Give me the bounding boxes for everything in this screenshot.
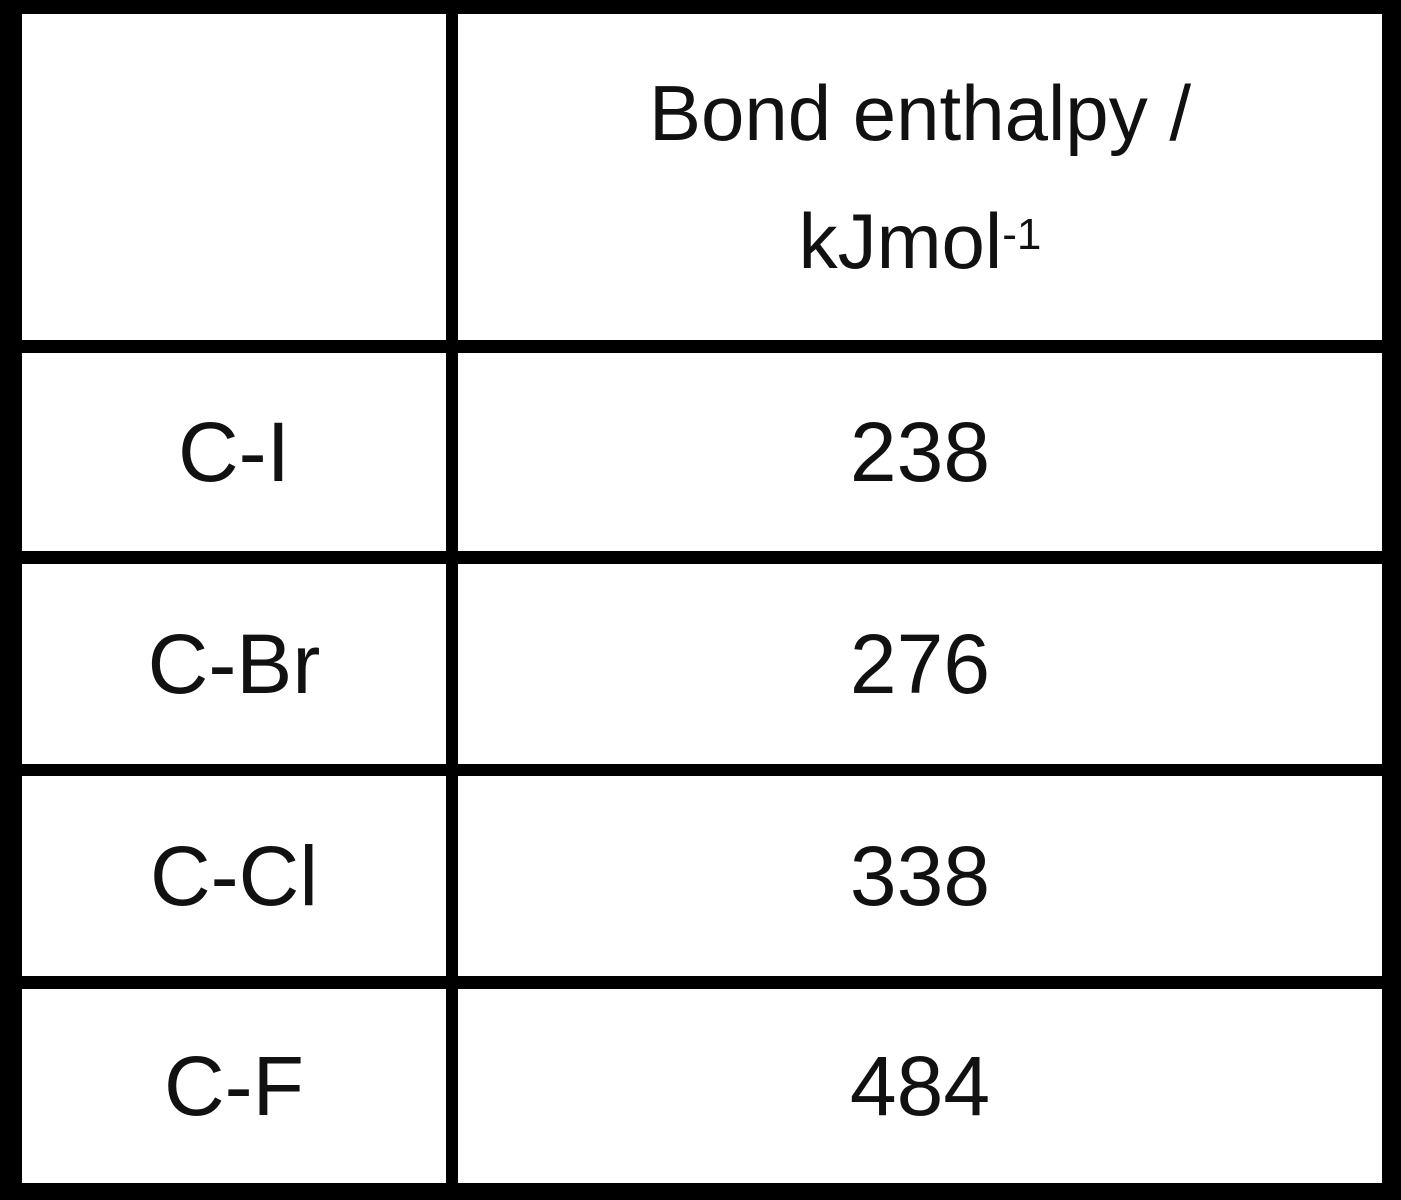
unit-text: kJmol [798, 197, 1003, 285]
enthalpy-cell: 484 [458, 989, 1382, 1183]
enthalpy-cell: 238 [458, 353, 1382, 551]
header-line-1: Bond enthalpy / [648, 69, 1192, 157]
bond-cell: C-Br [22, 564, 446, 764]
header-empty-cell [22, 14, 446, 340]
bond-cell: C-I [22, 353, 446, 551]
bond-cell: C-Cl [22, 776, 446, 976]
unit-superscript: -1 [1002, 210, 1042, 259]
header-bond-enthalpy: Bond enthalpy / kJmol-1 [458, 14, 1382, 340]
header-line-2: kJmol-1 [649, 177, 1191, 305]
bond-cell: C-F [22, 989, 446, 1183]
enthalpy-cell: 276 [458, 564, 1382, 764]
enthalpy-cell: 338 [458, 776, 1382, 976]
